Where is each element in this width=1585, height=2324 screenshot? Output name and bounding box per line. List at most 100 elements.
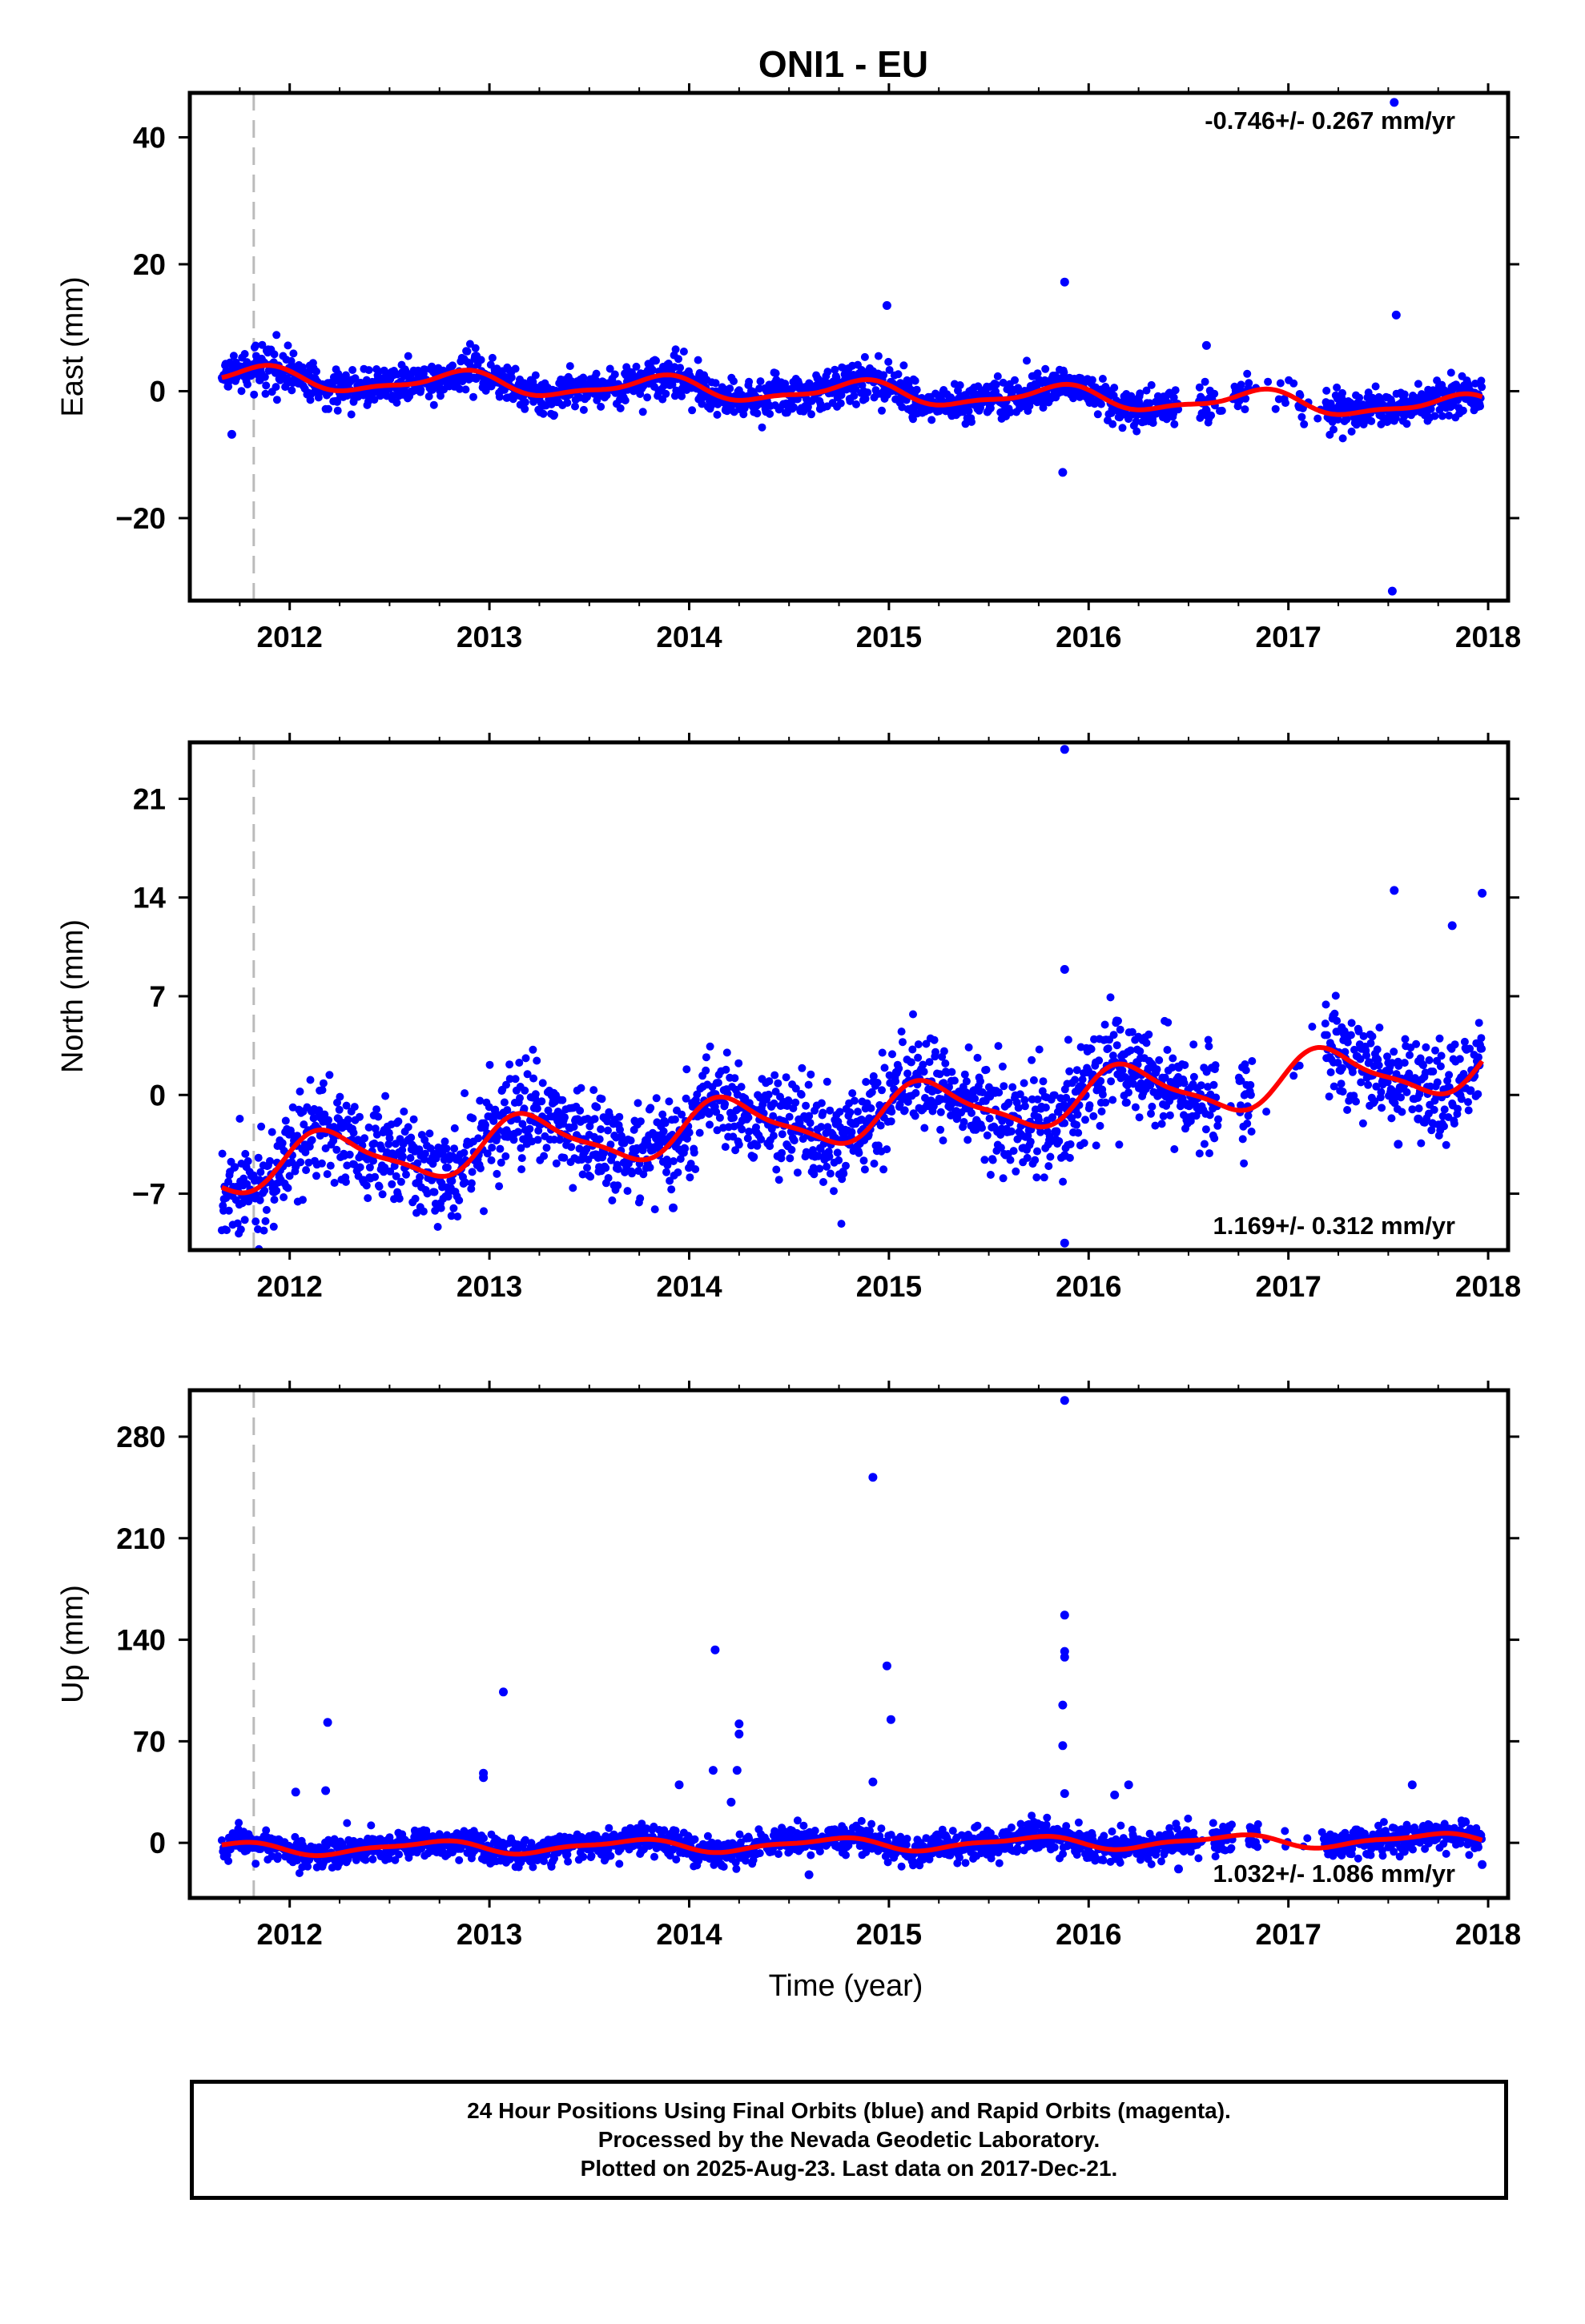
y-tick-label: 40 [133, 121, 166, 154]
data-point [1009, 1147, 1018, 1156]
data-point [683, 1134, 691, 1143]
y-tick-label: −7 [132, 1178, 166, 1211]
data-point [638, 408, 647, 416]
outlier-point [1060, 745, 1069, 754]
data-point [848, 1089, 857, 1098]
data-point [233, 1219, 242, 1228]
data-point [1466, 1044, 1474, 1053]
data-point [774, 1176, 783, 1184]
data-point [1074, 1128, 1083, 1137]
data-point [240, 1216, 249, 1224]
data-point [262, 1826, 271, 1835]
data-point [1402, 1088, 1411, 1096]
data-point [1020, 1096, 1029, 1104]
data-point [295, 1869, 304, 1877]
data-point [860, 352, 869, 361]
plot-frame [187, 90, 1511, 603]
data-point [706, 1042, 714, 1051]
data-point [823, 1162, 831, 1171]
data-point [469, 1114, 477, 1123]
data-point [312, 367, 320, 376]
data-point [887, 1117, 895, 1126]
data-point [781, 380, 790, 388]
data-point [806, 1119, 815, 1128]
data-point [341, 371, 350, 380]
data-point [787, 1145, 796, 1154]
data-point [1081, 1116, 1089, 1124]
data-point [429, 400, 438, 409]
data-point [1377, 1088, 1386, 1096]
data-point [241, 1149, 250, 1158]
data-point [730, 1113, 738, 1122]
data-point [423, 1189, 432, 1198]
data-point [862, 1078, 871, 1086]
data-point [224, 377, 233, 386]
data-point [676, 364, 685, 372]
data-point [517, 1154, 526, 1163]
y-axis-label: North (mm) [56, 919, 90, 1073]
data-point [365, 1163, 374, 1172]
data-point [409, 1115, 418, 1124]
data-point [1247, 1128, 1256, 1136]
data-point [463, 347, 472, 356]
data-point [919, 1060, 927, 1069]
data-point [1088, 376, 1096, 384]
data-point [719, 1863, 728, 1871]
data-point [370, 396, 379, 404]
data-point [533, 1104, 541, 1113]
data-point [335, 1105, 344, 1114]
data-point [1062, 1093, 1071, 1102]
data-point [636, 1117, 645, 1126]
data-point [332, 1145, 341, 1154]
data-point [1151, 1121, 1160, 1130]
outlier-point [227, 429, 236, 439]
outlier-point [1058, 468, 1068, 477]
data-point [873, 1079, 882, 1087]
data-point [628, 1169, 636, 1178]
data-point [1400, 390, 1409, 399]
data-point [842, 1161, 850, 1170]
data-point [342, 1101, 351, 1110]
data-point [1085, 1101, 1094, 1110]
data-point [674, 1168, 682, 1176]
data-point [1375, 1023, 1384, 1032]
data-point [507, 373, 516, 382]
data-point [1023, 356, 1031, 365]
data-point [1112, 1041, 1121, 1050]
data-point [404, 352, 412, 360]
data-point [1032, 1173, 1041, 1182]
data-point [476, 1164, 485, 1172]
panels: 2012 2013 2014 2015 2016 2017 201840200−20East… [56, 83, 1521, 1951]
data-point [428, 1176, 436, 1184]
data-point [1325, 1092, 1334, 1101]
data-point [721, 1100, 730, 1108]
data-point [935, 1070, 944, 1079]
data-point [224, 1206, 233, 1215]
data-point [666, 1176, 674, 1185]
data-point [388, 1180, 396, 1188]
data-point [606, 1852, 615, 1860]
data-point [460, 1148, 469, 1157]
data-point [511, 364, 520, 373]
data-point [413, 1159, 422, 1168]
data-point [579, 1852, 588, 1861]
data-point [270, 1196, 279, 1204]
data-point [258, 340, 267, 349]
data-point [534, 1126, 543, 1135]
data-point [388, 392, 397, 400]
data-point [1108, 1051, 1117, 1060]
data-point [616, 404, 625, 412]
data-point [375, 1182, 384, 1191]
data-point [1241, 1060, 1249, 1068]
data-point [563, 399, 572, 407]
rate-annotation: 1.169+/- 0.312 mm/yr [1213, 1212, 1455, 1240]
data-point [1264, 377, 1273, 386]
outlier-point [1060, 1151, 1069, 1160]
data-point [691, 1165, 700, 1173]
rate-annotation: -0.746+/- 0.267 mm/yr [1205, 107, 1455, 135]
data-point [1238, 1135, 1247, 1144]
data-point [978, 1124, 986, 1132]
data-point [1394, 1062, 1403, 1070]
data-point [652, 356, 660, 365]
data-point [1347, 1019, 1356, 1027]
